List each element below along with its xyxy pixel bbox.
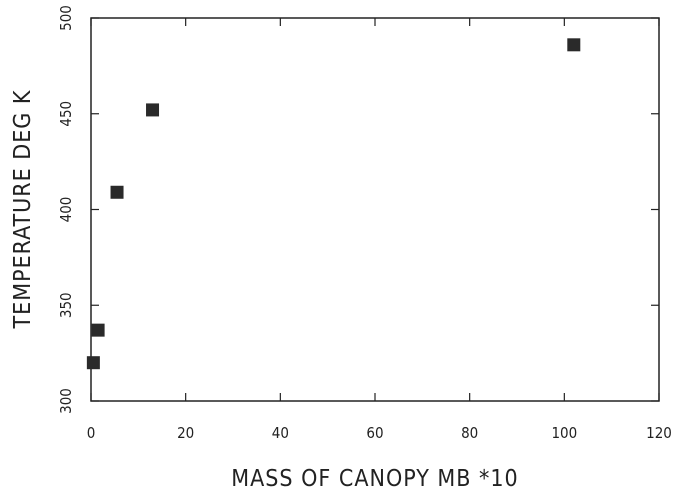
x-tick-label: 0: [87, 424, 96, 442]
data-point: [91, 323, 105, 337]
x-axis-ticks: 0 20 40 60 80 100 120: [87, 18, 672, 442]
x-tick-label: 80: [461, 424, 478, 442]
data-point: [146, 103, 160, 117]
x-axis-label: MASS OF CANOPY MB *10: [231, 466, 518, 492]
x-tick-label: 40: [272, 424, 289, 442]
data-point: [86, 356, 100, 370]
x-tick-label: 20: [177, 424, 194, 442]
y-tick-label: 300: [57, 388, 75, 414]
data-point: [567, 38, 581, 52]
y-tick-label: 500: [57, 5, 75, 31]
data-points: [86, 38, 581, 370]
x-tick-label: 120: [646, 424, 672, 442]
data-point: [110, 185, 124, 199]
x-tick-label: 100: [551, 424, 577, 442]
plot-frame: [90, 17, 660, 402]
x-tick-label: 60: [366, 424, 383, 442]
y-axis-ticks: 300 350 400 450 500: [57, 5, 659, 414]
y-axis-label: TEMPERATURE DEG K: [10, 90, 36, 330]
y-tick-label: 400: [57, 197, 75, 223]
y-tick-label: 450: [57, 101, 75, 127]
y-tick-label: 350: [57, 292, 75, 318]
